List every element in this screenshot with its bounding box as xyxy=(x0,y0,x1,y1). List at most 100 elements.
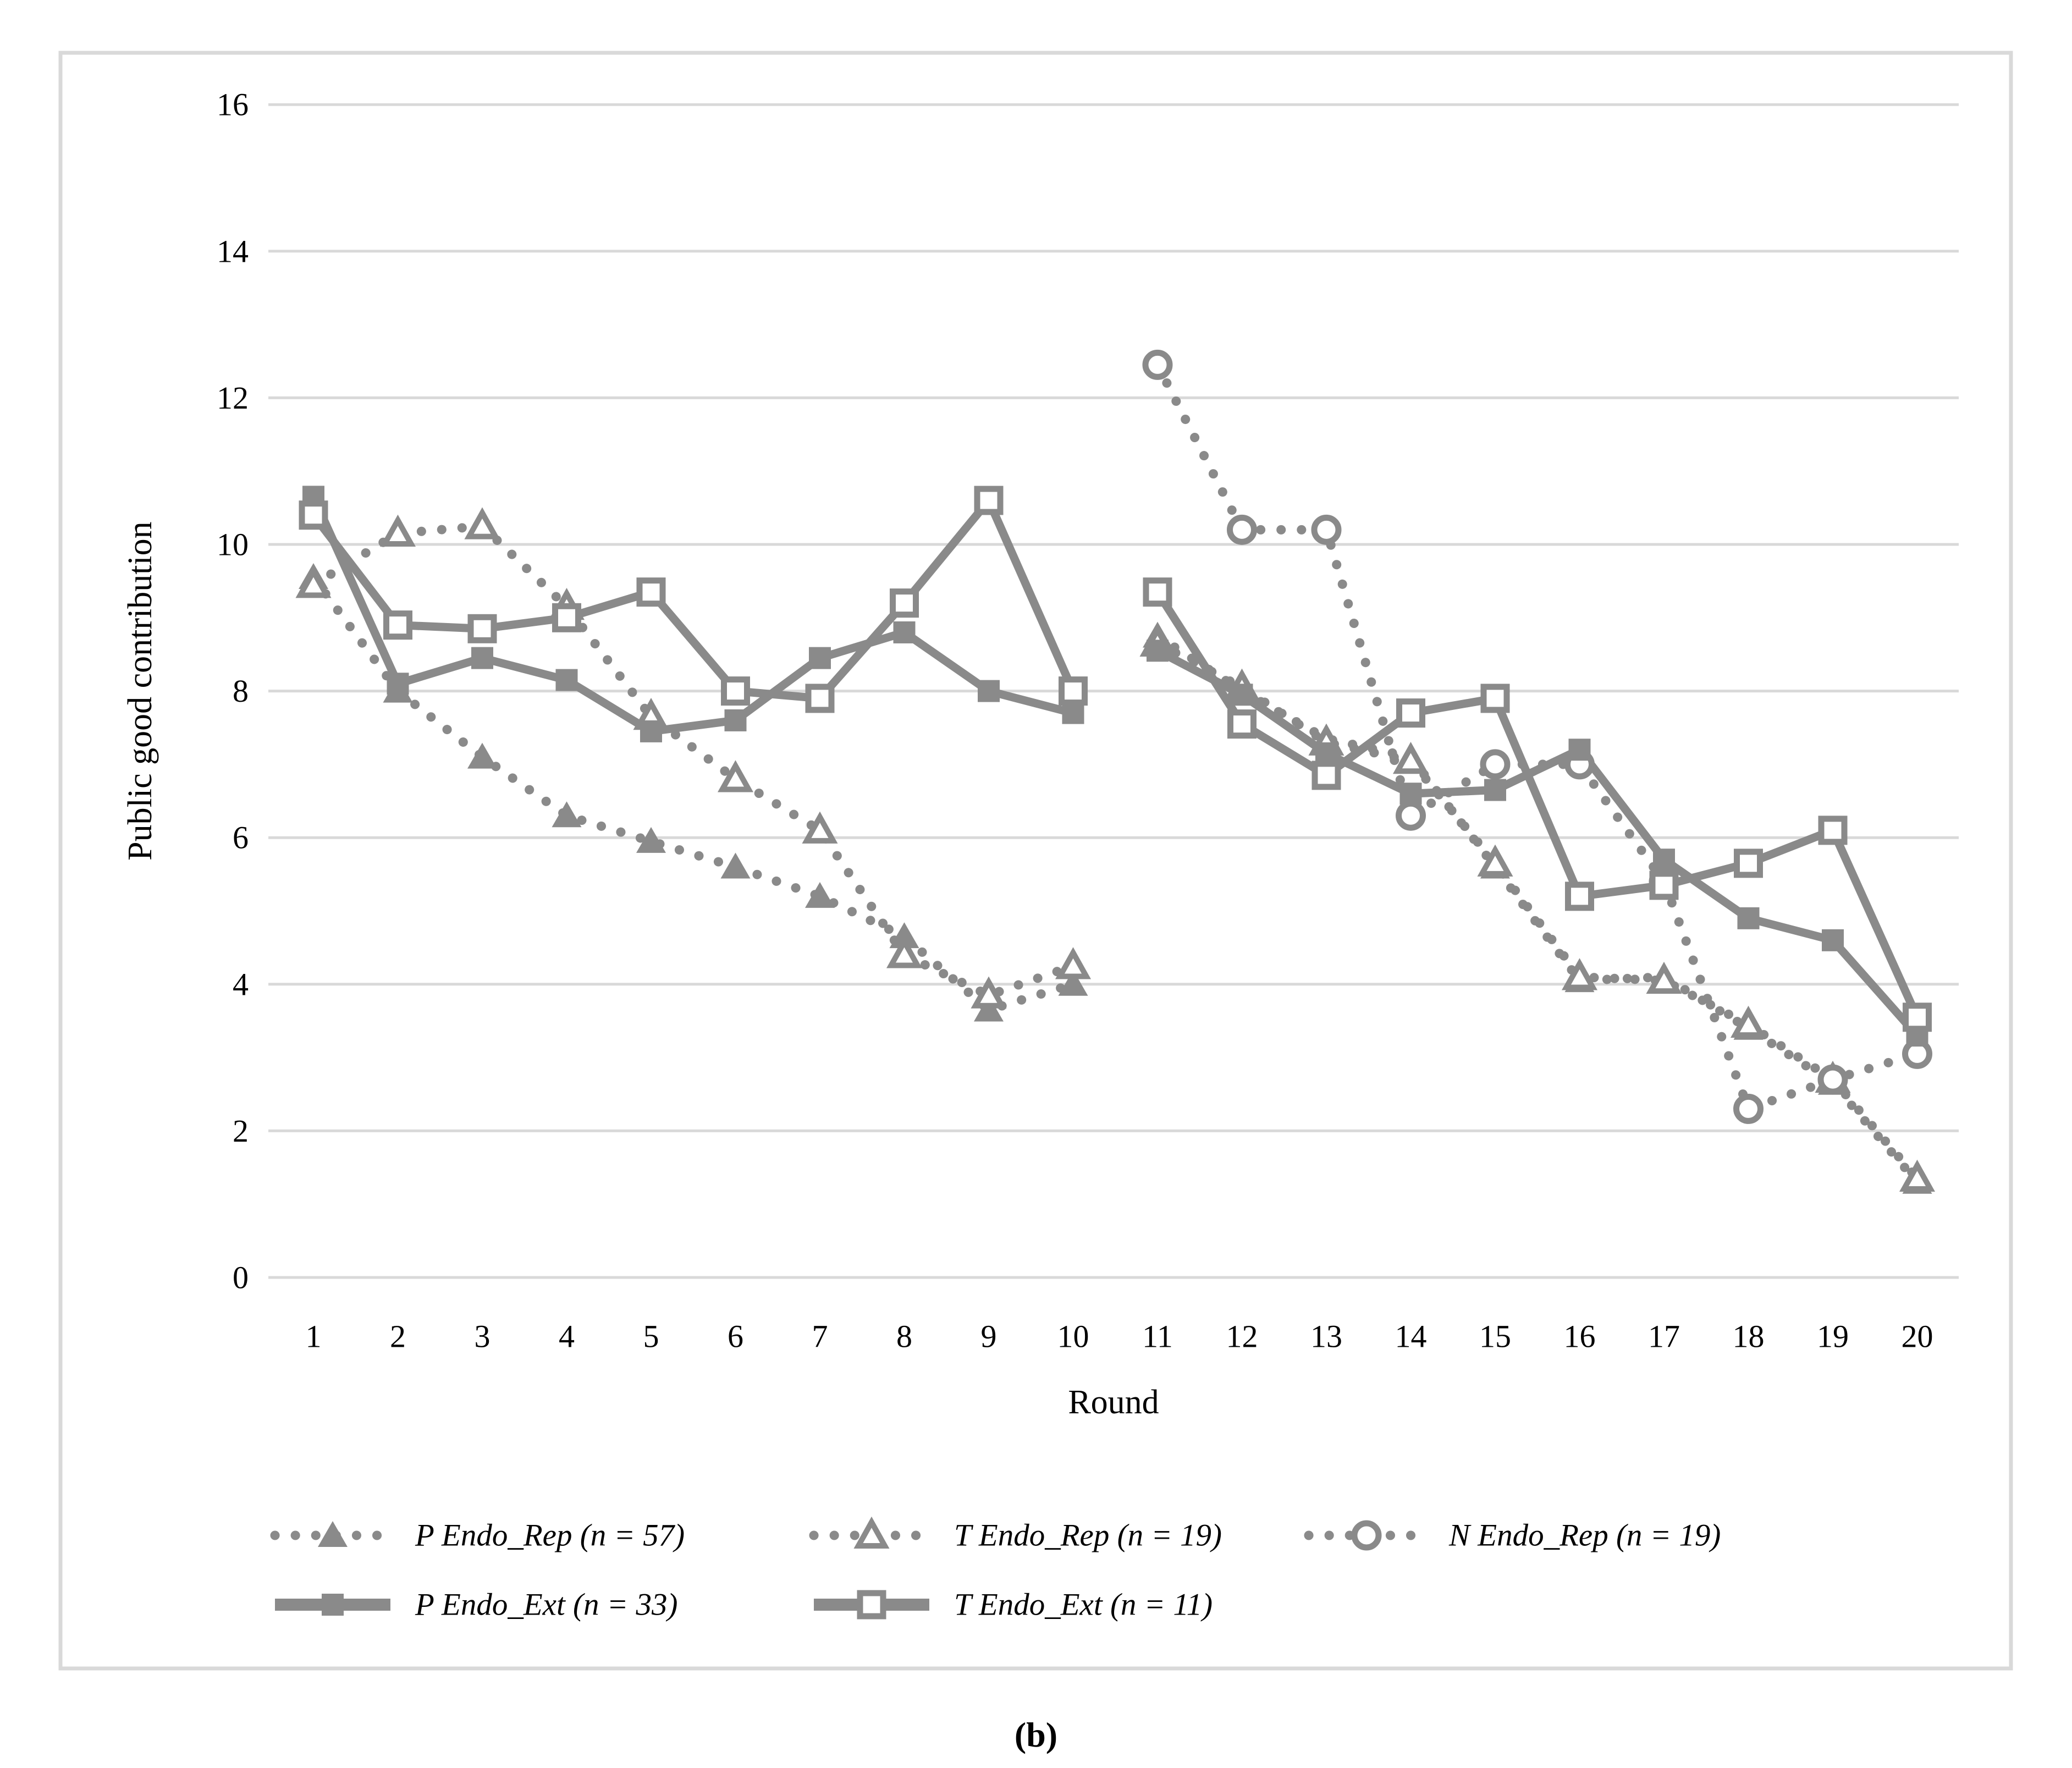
marker-N-Endo_Rep-round-13 xyxy=(1311,514,1342,545)
x-tick-label-8: 8 xyxy=(896,1319,912,1354)
y-tick-label-10: 10 xyxy=(217,527,249,563)
marker-T-Endo_Ext-round-8 xyxy=(890,588,919,618)
marker-T-Endo_Ext-round-7 xyxy=(805,684,835,713)
marker-T-Endo_Rep-round-14 xyxy=(1392,741,1429,774)
legend-label-P-Endo_Ext: P Endo_Ext (n = 33) xyxy=(415,1588,678,1622)
marker-T-Endo_Ext-round-12 xyxy=(1227,709,1257,739)
marker-T-Endo_Ext-round-11 xyxy=(1143,577,1172,607)
marker-T-Endo_Ext-round-13 xyxy=(1311,761,1341,790)
y-tick-label-8: 8 xyxy=(233,673,249,709)
series-line-P-Endo_Ext-seg2 xyxy=(1155,647,1921,1039)
figure-caption: (b) xyxy=(1014,1715,1058,1754)
marker-P-Endo_Ext-round-3 xyxy=(471,647,493,669)
y-tick-label-14: 14 xyxy=(217,233,249,269)
marker-N-Endo_Rep-round-18 xyxy=(1733,1093,1764,1124)
marker-P-Endo_Ext-round-17 xyxy=(1653,849,1675,871)
x-tick-label-13: 13 xyxy=(1310,1319,1342,1354)
y-tick-label-4: 4 xyxy=(233,966,249,1002)
marker-P-Endo_Ext-round-16 xyxy=(1568,739,1591,761)
marker-P-Endo_Rep-round-9 xyxy=(974,995,1004,1022)
marker-P-Endo_Ext-round-13 xyxy=(1315,742,1337,764)
marker-P-Endo_Rep-round-6 xyxy=(720,852,751,879)
y-axis-title: Public good contribution xyxy=(122,521,159,861)
marker-T-Endo_Ext-round-5 xyxy=(636,577,666,607)
marker-T-Endo_Ext-round-10 xyxy=(1059,676,1088,706)
legend-label-N-Endo_Rep: N Endo_Rep (n = 19) xyxy=(1448,1518,1721,1553)
x-tick-label-3: 3 xyxy=(475,1319,491,1354)
marker-N-Endo_Rep-round-11 xyxy=(1142,349,1173,380)
marker-P-Endo_Ext-round-10 xyxy=(1062,702,1084,724)
legend-marker-N-Endo_Rep xyxy=(1351,1520,1382,1551)
series-line-T-Endo_Ext-seg1 xyxy=(310,496,1077,703)
marker-T-Endo_Rep-round-6 xyxy=(717,760,754,792)
marker-N-Endo_Rep-round-14 xyxy=(1396,800,1426,831)
marker-T-Endo_Rep-round-16 xyxy=(1561,958,1598,990)
x-tick-label-10: 10 xyxy=(1057,1319,1089,1354)
x-axis-title: Round xyxy=(1068,1384,1159,1421)
panel-border xyxy=(58,51,2013,1671)
marker-P-Endo_Ext-round-4 xyxy=(555,669,578,691)
marker-P-Endo_Ext-round-19 xyxy=(1822,929,1844,951)
y-tick-label-0: 0 xyxy=(233,1260,249,1296)
x-tick-label-19: 19 xyxy=(1817,1319,1849,1354)
marker-T-Endo_Rep-round-15 xyxy=(1477,844,1513,877)
marker-T-Endo_Rep-round-9 xyxy=(971,976,1007,1009)
series-line-T-Endo_Rep-seg2 xyxy=(1153,638,1922,1183)
legend-marker-T-Endo_Ext xyxy=(857,1590,886,1620)
marker-P-Endo_Rep-round-7 xyxy=(805,882,835,908)
marker-T-Endo_Ext-round-9 xyxy=(974,486,1004,515)
marker-P-Endo_Ext-round-12 xyxy=(1231,684,1253,706)
marker-T-Endo_Ext-round-17 xyxy=(1649,871,1679,900)
marker-T-Endo_Ext-round-15 xyxy=(1480,684,1510,713)
marker-N-Endo_Rep-round-15 xyxy=(1480,749,1511,780)
marker-P-Endo_Ext-round-14 xyxy=(1399,783,1422,805)
x-tick-label-7: 7 xyxy=(812,1319,828,1354)
marker-T-Endo_Rep-round-2 xyxy=(379,514,416,547)
marker-T-Endo_Ext-round-1 xyxy=(299,500,328,530)
marker-T-Endo_Rep-round-8 xyxy=(886,936,923,968)
marker-T-Endo_Rep-round-18 xyxy=(1730,1005,1767,1038)
marker-P-Endo_Rep-round-8 xyxy=(889,922,919,949)
marker-T-Endo_Rep-round-3 xyxy=(464,507,500,539)
marker-T-Endo_Rep-round-1 xyxy=(295,566,332,598)
marker-P-Endo_Rep-round-10 xyxy=(1058,970,1088,996)
y-tick-label-6: 6 xyxy=(233,820,249,856)
marker-T-Endo_Ext-round-18 xyxy=(1734,849,1763,878)
x-tick-label-18: 18 xyxy=(1733,1319,1765,1354)
x-tick-label-17: 17 xyxy=(1648,1319,1680,1354)
marker-T-Endo_Rep-round-10 xyxy=(1055,947,1092,979)
legend-label-T-Endo_Ext: T Endo_Ext (n = 11) xyxy=(954,1588,1213,1622)
marker-P-Endo_Ext-round-5 xyxy=(640,720,662,742)
marker-P-Endo_Rep-round-3 xyxy=(467,742,497,769)
x-tick-label-12: 12 xyxy=(1226,1319,1258,1354)
marker-P-Endo_Ext-round-8 xyxy=(893,621,916,643)
series-line-T-Endo_Rep-seg1 xyxy=(308,521,1078,1000)
x-tick-label-14: 14 xyxy=(1395,1319,1427,1354)
x-tick-label-20: 20 xyxy=(1902,1319,1933,1354)
y-tick-label-12: 12 xyxy=(217,380,249,416)
x-tick-label-11: 11 xyxy=(1142,1319,1173,1354)
x-tick-label-2: 2 xyxy=(390,1319,406,1354)
legend-label-P-Endo_Rep: P Endo_Rep (n = 57) xyxy=(415,1518,685,1553)
x-tick-label-6: 6 xyxy=(728,1319,743,1354)
x-tick-label-9: 9 xyxy=(981,1319,997,1354)
marker-P-Endo_Ext-round-2 xyxy=(387,673,409,695)
x-tick-label-5: 5 xyxy=(643,1319,659,1354)
marker-T-Endo_Ext-round-2 xyxy=(383,610,412,640)
marker-P-Endo_Ext-round-11 xyxy=(1147,640,1169,662)
marker-P-Endo_Ext-round-18 xyxy=(1737,907,1760,929)
marker-P-Endo_Ext-round-7 xyxy=(809,647,831,669)
legend-marker-T-Endo_Rep xyxy=(853,1516,890,1549)
marker-T-Endo_Rep-round-7 xyxy=(802,811,838,844)
marker-P-Endo_Rep-round-4 xyxy=(552,801,582,828)
marker-T-Endo_Ext-round-19 xyxy=(1818,816,1848,845)
marker-T-Endo_Ext-round-3 xyxy=(467,614,497,643)
legend-marker-P-Endo_Rep xyxy=(318,1521,348,1547)
marker-T-Endo_Rep-round-17 xyxy=(1646,961,1682,994)
series-line-P-Endo_Ext-seg1 xyxy=(310,495,1074,736)
x-tick-label-4: 4 xyxy=(559,1319,575,1354)
marker-P-Endo_Rep-round-5 xyxy=(636,827,666,853)
y-tick-label-2: 2 xyxy=(233,1113,249,1149)
